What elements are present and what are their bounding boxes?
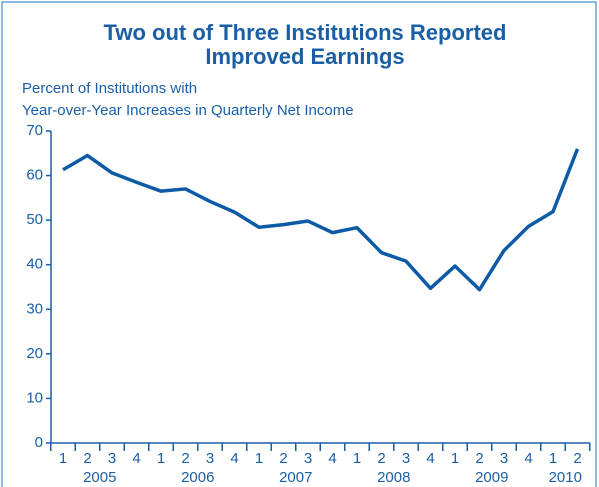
- x-tick-label: 3: [304, 450, 312, 467]
- x-tick-label: 1: [157, 450, 165, 467]
- x-tick-label: 3: [500, 450, 508, 467]
- x-tick-label: 1: [255, 450, 263, 467]
- x-group-label: 2009: [475, 469, 508, 486]
- line: [62, 148, 580, 292]
- x-tick-label: 2: [573, 450, 581, 467]
- chart-title: Two out of Three Institutions Reported: [104, 20, 507, 45]
- y-tick-label: 30: [26, 300, 43, 317]
- x-tick-label: 4: [524, 450, 532, 467]
- y-tick-label: 50: [26, 211, 43, 228]
- x-tick-label: 4: [426, 450, 434, 467]
- x-group-label: 2008: [377, 469, 410, 486]
- x-group-label: 2006: [181, 469, 214, 486]
- x-tick-label: 2: [181, 450, 189, 467]
- x-tick-label: 3: [108, 450, 116, 467]
- x-tick-label: 4: [230, 450, 238, 467]
- chart-title: Improved Earnings: [205, 44, 404, 69]
- y-axis-label: Percent of Institutions with: [22, 80, 197, 97]
- y-tick-label: 10: [26, 389, 43, 406]
- y-tick-label: 60: [26, 167, 43, 184]
- x-tick-label: 4: [132, 450, 140, 467]
- y-axis-label: Year-over-Year Increases in Quarterly Ne…: [22, 102, 354, 119]
- y-tick-label: 20: [26, 345, 43, 362]
- x-group-label: 2007: [279, 469, 312, 486]
- x-tick-label: 2: [83, 450, 91, 467]
- y-tick-label: 40: [26, 256, 43, 273]
- x-tick-label: 4: [328, 450, 336, 467]
- y-tick-label: 0: [35, 434, 43, 451]
- y-tick-label: 70: [26, 122, 43, 139]
- x-tick-label: 2: [377, 450, 385, 467]
- x-tick-label: 2: [279, 450, 287, 467]
- x-tick-label: 1: [549, 450, 557, 467]
- x-tick-label: 2: [475, 450, 483, 467]
- x-group-label: 2010: [549, 469, 582, 486]
- x-tick-label: 3: [402, 450, 410, 467]
- x-tick-label: 1: [59, 450, 67, 467]
- x-tick-label: 3: [206, 450, 214, 467]
- x-group-label: 2005: [83, 469, 116, 486]
- x-tick-label: 1: [451, 450, 459, 467]
- x-tick-label: 1: [353, 450, 361, 467]
